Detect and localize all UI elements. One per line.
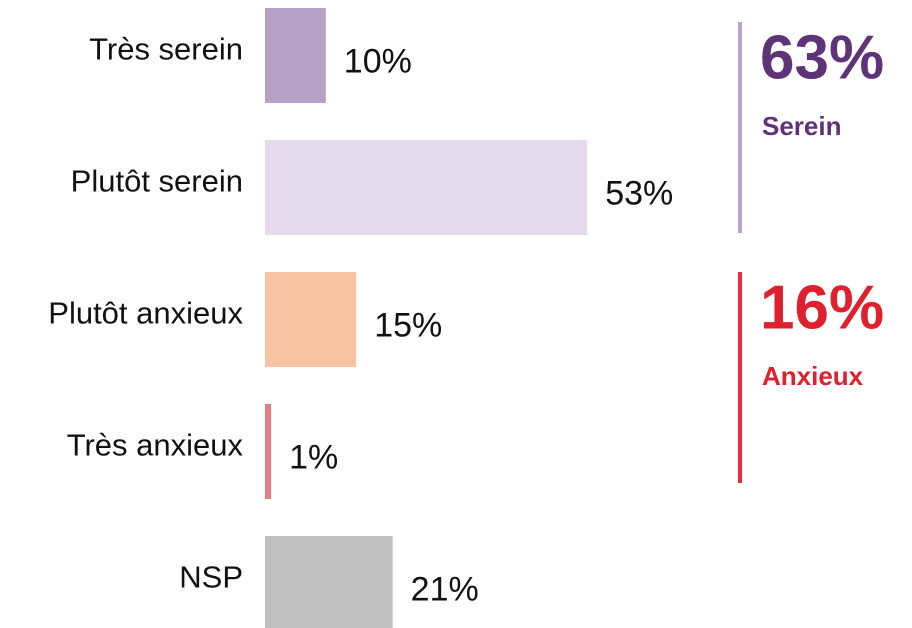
bar <box>265 536 393 628</box>
category-label: Très anxieux <box>67 428 244 463</box>
group-total: 16% <box>760 273 884 342</box>
group-name: Serein <box>762 111 842 141</box>
value-label: 15% <box>374 306 442 344</box>
bar <box>265 140 588 235</box>
category-label: Plutôt anxieux <box>48 296 243 331</box>
value-label: 10% <box>344 42 412 80</box>
group-name: Anxieux <box>762 361 864 391</box>
bar <box>265 404 272 499</box>
category-label: NSP <box>179 560 243 595</box>
group-total: 63% <box>760 23 884 92</box>
value-label: 53% <box>605 174 673 212</box>
category-label: Très serein <box>89 32 243 67</box>
bar <box>265 272 357 367</box>
category-label: Plutôt serein <box>71 164 243 199</box>
value-label: 1% <box>289 438 338 476</box>
bar <box>265 8 326 103</box>
value-label: 21% <box>411 570 479 608</box>
